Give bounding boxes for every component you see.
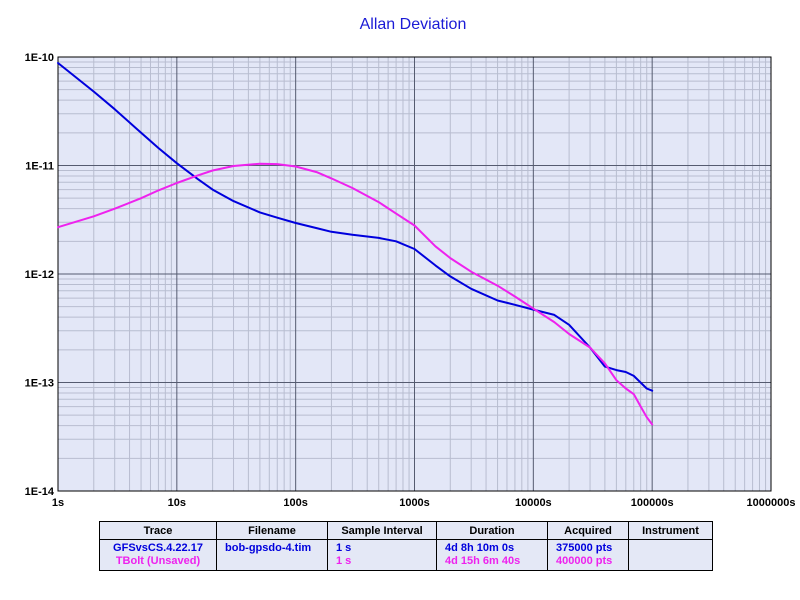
- y-tick-label: 1E-12: [25, 269, 54, 281]
- acquired-cell: 375000 pts 400000 pts: [547, 539, 629, 571]
- filename-magenta: [225, 555, 319, 568]
- table-row: GFSvsCS.4.22.17 TBolt (Unsaved) bob-gpsd…: [99, 539, 713, 571]
- acquired-blue: 375000 pts: [556, 542, 613, 554]
- x-tick-label: 1000000s: [747, 497, 796, 509]
- instrument-magenta: [637, 555, 704, 568]
- trace-name-blue[interactable]: GFSvsCS.4.22.17: [113, 542, 203, 554]
- trace-cell: GFSvsCS.4.22.17 TBolt (Unsaved): [99, 539, 217, 571]
- header-acquired: Acquired: [547, 521, 629, 540]
- x-tick-label: 100s: [283, 497, 307, 509]
- instrument-blue: [637, 542, 704, 555]
- instrument-cell: [628, 539, 713, 571]
- x-tick-label: 1000s: [399, 497, 430, 509]
- trace-legend-table: Trace Filename Sample Interval Duration …: [99, 521, 713, 571]
- duration-magenta: 4d 15h 6m 40s: [445, 555, 521, 567]
- filename-cell: bob-gpsdo-4.tim: [216, 539, 328, 571]
- filename-blue: bob-gpsdo-4.tim: [225, 542, 312, 554]
- sample-interval-cell: 1 s 1 s: [327, 539, 437, 571]
- x-tick-label: 1s: [52, 497, 64, 509]
- interval-blue: 1 s: [336, 542, 352, 554]
- y-tick-label: 1E-10: [25, 52, 54, 64]
- x-tick-label: 100000s: [631, 497, 674, 509]
- header-instrument: Instrument: [628, 521, 713, 540]
- series-line-gfsvscs: [57, 62, 654, 392]
- series-line-tbolt: [57, 162, 654, 426]
- duration-cell: 4d 8h 10m 0s 4d 15h 6m 40s: [436, 539, 548, 571]
- acquired-magenta: 400000 pts: [556, 555, 613, 567]
- header-trace: Trace: [99, 521, 217, 540]
- header-duration: Duration: [436, 521, 548, 540]
- x-tick-label: 10000s: [515, 497, 552, 509]
- y-tick-label: 1E-11: [25, 161, 54, 173]
- allan-deviation-chart: 1s 10s 100s 1000s 10000s 100000s 1000000s 1E-14…: [25, 52, 796, 509]
- duration-blue: 4d 8h 10m 0s: [445, 542, 515, 554]
- header-filename: Filename: [216, 521, 328, 540]
- header-sample-interval: Sample Interval: [327, 521, 437, 540]
- x-tick-label: 10s: [168, 497, 186, 509]
- y-tick-label: 1E-13: [25, 378, 54, 390]
- interval-magenta: 1 s: [336, 555, 352, 567]
- trace-name-magenta[interactable]: TBolt (Unsaved): [115, 555, 201, 567]
- y-tick-label: 1E-14: [25, 486, 55, 498]
- chart-title: Allan Deviation: [359, 16, 467, 33]
- plot-frame: [57, 56, 772, 492]
